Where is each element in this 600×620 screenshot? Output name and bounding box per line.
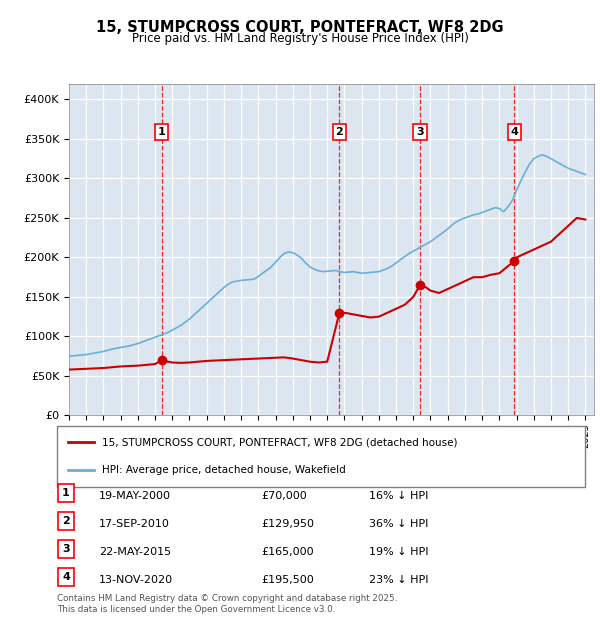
Text: 2: 2 [62,516,70,526]
FancyBboxPatch shape [58,568,74,586]
Text: HPI: Average price, detached house, Wakefield: HPI: Average price, detached house, Wake… [102,465,346,476]
Text: 2: 2 [335,127,343,137]
Text: £165,000: £165,000 [261,547,314,557]
Text: 15, STUMPCROSS COURT, PONTEFRACT, WF8 2DG: 15, STUMPCROSS COURT, PONTEFRACT, WF8 2D… [96,20,504,35]
Text: Contains HM Land Registry data © Crown copyright and database right 2025.
This d: Contains HM Land Registry data © Crown c… [57,595,397,614]
Text: 1: 1 [158,127,166,137]
FancyBboxPatch shape [57,426,585,487]
FancyBboxPatch shape [58,540,74,558]
Text: 22-MAY-2015: 22-MAY-2015 [99,547,171,557]
Text: 3: 3 [416,127,424,137]
Text: 3: 3 [62,544,70,554]
Text: 15, STUMPCROSS COURT, PONTEFRACT, WF8 2DG (detached house): 15, STUMPCROSS COURT, PONTEFRACT, WF8 2D… [102,437,457,448]
Text: 16% ↓ HPI: 16% ↓ HPI [369,491,428,501]
Text: 19% ↓ HPI: 19% ↓ HPI [369,547,428,557]
Text: £195,500: £195,500 [261,575,314,585]
Text: 17-SEP-2010: 17-SEP-2010 [99,519,170,529]
Text: £129,950: £129,950 [261,519,314,529]
Text: 13-NOV-2020: 13-NOV-2020 [99,575,173,585]
Text: 1: 1 [62,488,70,498]
FancyBboxPatch shape [58,484,74,502]
Text: 36% ↓ HPI: 36% ↓ HPI [369,519,428,529]
FancyBboxPatch shape [58,512,74,530]
Text: 4: 4 [62,572,70,582]
Text: 23% ↓ HPI: 23% ↓ HPI [369,575,428,585]
Text: 4: 4 [511,127,518,137]
Text: Price paid vs. HM Land Registry's House Price Index (HPI): Price paid vs. HM Land Registry's House … [131,32,469,45]
Text: £70,000: £70,000 [261,491,307,501]
Text: 19-MAY-2000: 19-MAY-2000 [99,491,171,501]
